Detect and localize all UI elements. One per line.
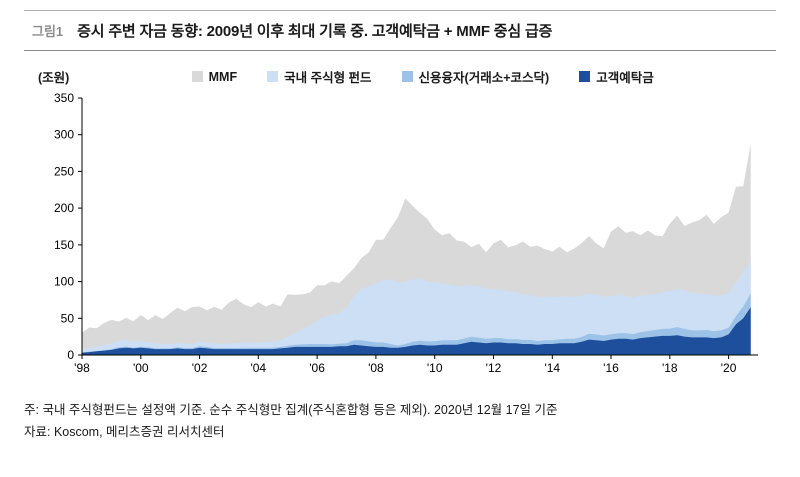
x-tick-label: '14	[544, 361, 560, 375]
x-tick-label: '20	[721, 361, 737, 375]
footnotes: 주: 국내 주식형펀드는 설정액 기준. 순수 주식형만 집계(주식혼합형 등은…	[24, 400, 776, 444]
chart-area: 0 50 100 150 200 250 300 350 '98 '00 '02 '04 '06 '08 '…	[24, 90, 800, 390]
legend-item: 신용융자(거래소+코스닥)	[401, 67, 550, 86]
series-area	[82, 259, 751, 355]
series-area	[82, 307, 751, 355]
figure-title: 증시 주변 자금 동향: 2009년 이후 최대 기록 중. 고객예탁금 + M…	[77, 23, 553, 40]
chart-note: 주: 국내 주식형펀드는 설정액 기준. 순수 주식형만 집계(주식혼합형 등은…	[24, 403, 558, 417]
y-tick-label: 100	[54, 275, 74, 289]
figure-tag: 그림1	[32, 24, 64, 39]
legend-swatch	[267, 71, 279, 82]
x-tick-label: '04	[250, 361, 266, 375]
x-tick-label: '16	[603, 361, 619, 375]
x-tick-label: '18	[662, 361, 678, 375]
legend-item-label: 고객예탁금	[596, 71, 654, 85]
y-tick-label: 0	[67, 348, 74, 362]
x-tick-label: '12	[486, 361, 502, 375]
legend-item: 국내 주식형 펀드	[267, 67, 372, 86]
source-note: 자료: Koscom, 메리츠증권 리서치센터	[24, 424, 225, 439]
legend-swatch	[579, 71, 591, 82]
legend-swatch	[191, 71, 203, 82]
legend-item-label: MMF	[208, 69, 238, 84]
x-tick-label: '00	[133, 361, 149, 375]
x-tick-label: '10	[427, 361, 443, 375]
y-tick-label: 50	[61, 311, 75, 325]
legend-item-label: 신용융자(거래소+코스닥)	[418, 71, 550, 85]
legend-row: (조원) MMF 국내 주식형 펀드 신용융자(거래소+코스닥) 고객예탁금	[24, 67, 776, 86]
stacked-area-chart: 0 50 100 150 200 250 300 350 '98 '00 '02 '04 '06 '08 '…	[54, 91, 758, 375]
series-area	[82, 293, 751, 355]
legend-item: MMF	[191, 67, 238, 86]
y-tick-label: 300	[54, 128, 74, 142]
x-tick-label: '98	[74, 361, 90, 375]
legend-item-label: 국내 주식형 펀드	[284, 71, 372, 85]
figure-header: 그림1 증시 주변 자금 동향: 2009년 이후 최대 기록 중. 고객예탁금…	[24, 10, 776, 51]
y-tick-label: 350	[54, 91, 74, 105]
legend-item: 고객예탁금	[579, 67, 654, 86]
x-tick-label: '08	[368, 361, 384, 375]
y-tick-label: 150	[54, 238, 74, 252]
y-axis-unit-label: (조원)	[38, 71, 70, 85]
y-tick-label: 200	[54, 201, 74, 215]
x-tick-label: '02	[192, 361, 208, 375]
legend-swatch	[401, 71, 413, 82]
x-tick-label: '06	[309, 361, 325, 375]
y-tick-label: 250	[54, 164, 74, 178]
legend: MMF 국내 주식형 펀드 신용융자(거래소+코스닥) 고객예탁금	[69, 67, 776, 86]
